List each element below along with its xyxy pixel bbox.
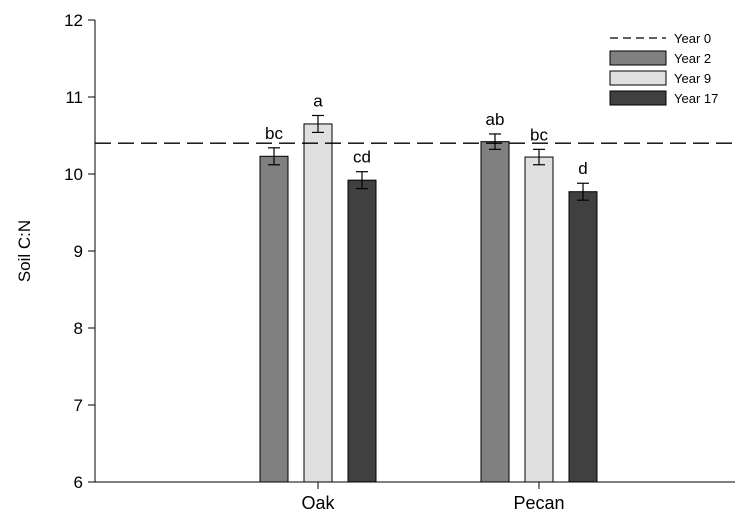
bar xyxy=(568,191,598,483)
y-tick-label: 12 xyxy=(64,11,83,30)
significance-label: cd xyxy=(353,148,371,167)
legend-entry: Year 17 xyxy=(609,90,718,106)
error-bar xyxy=(489,133,501,150)
significance-label: d xyxy=(578,159,587,178)
x-tick-label: Pecan xyxy=(513,493,564,513)
y-tick-label: 8 xyxy=(74,319,83,338)
plot-frame xyxy=(94,20,735,483)
y-ticks: 6 7 8 9 10 11 12 xyxy=(64,11,95,492)
error-bar xyxy=(268,147,280,166)
error-bar xyxy=(533,148,545,166)
error-bar xyxy=(577,182,589,201)
legend-swatch xyxy=(609,90,667,106)
legend-swatch xyxy=(609,50,667,66)
significance-label: bc xyxy=(530,125,548,144)
bar xyxy=(480,141,510,483)
bar xyxy=(347,179,377,483)
y-axis-label: Soil C:N xyxy=(15,220,34,282)
error-bar xyxy=(356,171,368,190)
bar xyxy=(303,123,333,483)
legend-swatch xyxy=(609,70,667,86)
legend-entry: Year 2 xyxy=(609,50,711,66)
legend-label: Year 2 xyxy=(674,51,711,66)
error-bar xyxy=(312,114,324,134)
bar xyxy=(259,155,289,483)
significance-label: bc xyxy=(265,124,283,143)
legend-entry-year-0: Year 0 xyxy=(610,31,711,46)
error-bars xyxy=(268,114,589,201)
x-tick-label: Oak xyxy=(301,493,335,513)
significance-labels: bc ab a bc cd d xyxy=(265,91,588,178)
x-ticks: Oak Pecan xyxy=(301,482,565,513)
legend-label: Year 9 xyxy=(674,71,711,86)
bars xyxy=(259,123,598,483)
bar xyxy=(524,156,554,483)
y-tick-label: 10 xyxy=(64,165,83,184)
significance-label: a xyxy=(313,91,323,110)
y-tick-label: 7 xyxy=(74,396,83,415)
y-tick-label: 6 xyxy=(74,473,83,492)
legend-label: Year 0 xyxy=(674,31,711,46)
legend-entry: Year 9 xyxy=(609,70,711,86)
y-tick-label: 9 xyxy=(74,242,83,261)
significance-label: ab xyxy=(486,110,505,129)
legend: Year 0 Year 2 Year 9 Year 17 xyxy=(609,31,718,106)
y-tick-label: 11 xyxy=(65,88,83,107)
legend-label: Year 17 xyxy=(674,91,718,106)
